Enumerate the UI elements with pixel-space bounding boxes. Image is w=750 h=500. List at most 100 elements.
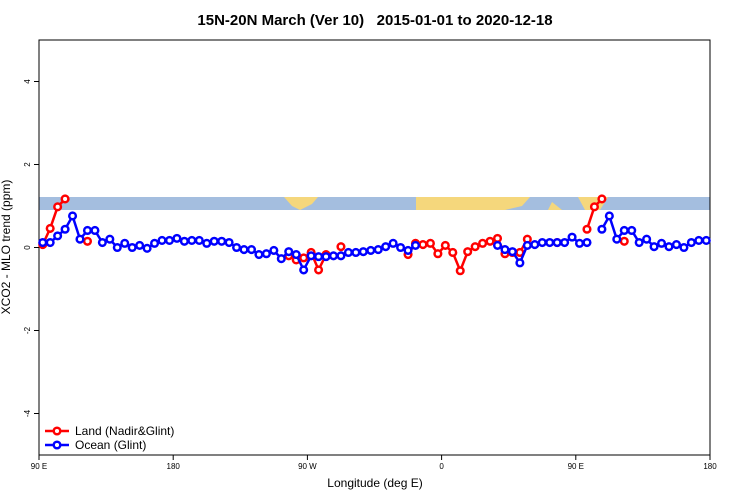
legend-label: Ocean (Glint) [75,438,146,452]
data-point [500,245,510,255]
data-point [366,245,376,255]
data-point [410,240,421,250]
data-point [388,238,398,248]
data-point [112,242,122,253]
data-point [328,251,339,261]
data-point [194,235,204,245]
data-point [537,237,547,248]
data-point [217,236,227,246]
data-point [164,235,175,245]
data-point [656,238,667,248]
x-tick-label: 90 E [568,462,584,471]
data-point [150,238,160,248]
data-point [343,247,353,258]
data-point [642,234,652,244]
data-point [291,250,301,260]
data-point [433,249,443,259]
data-point [306,251,316,261]
data-point [448,247,458,258]
data-point [463,247,473,257]
data-point [68,211,78,221]
data-point [314,265,324,275]
data-point [75,234,85,244]
data-point [545,237,555,248]
data-point [314,252,324,262]
data-point [299,265,309,275]
data-point [701,235,711,245]
x-tick-label: 180 [167,462,181,471]
data-point [522,240,532,250]
data-point [45,223,55,233]
data-point [507,247,517,257]
y-axis-label: XCO2 - MLO trend (ppm) [0,180,13,315]
data-point [612,234,622,244]
data-point [232,242,242,253]
data-point [671,240,682,250]
data-point [254,250,264,260]
data-point [90,225,100,236]
data-point [582,224,592,234]
land-patch [284,197,318,210]
x-tick-label: 180 [703,462,717,471]
data-point [649,242,659,252]
legend-marker [52,426,62,436]
x-tick-label: 0 [439,462,444,471]
data-point [276,254,286,264]
data-point [694,235,704,245]
data-point [45,237,55,248]
data-point [157,235,167,245]
series-line [41,198,67,246]
data-point [582,237,592,248]
data-point [515,258,525,268]
data-point [597,224,607,234]
data-point [619,225,629,236]
land-patch [416,197,530,210]
y-tick-label: 2 [23,162,32,167]
data-point [470,242,480,252]
data-point [418,240,428,250]
data-point [574,238,585,248]
data-point [38,237,48,248]
x-tick-label: 90 E [31,462,47,471]
data-point [261,249,271,259]
data-point [425,238,435,248]
data-point [284,247,294,257]
data-point [634,237,644,248]
data-point [224,237,234,248]
data-point [396,242,406,253]
y-tick-label: 4 [23,79,32,84]
data-point [351,247,361,258]
data-point [381,242,391,252]
data-point [552,237,562,248]
data-point [589,202,599,212]
chart-title: 15N-20N March (Ver 10) 2015-01-01 to 202… [197,12,552,29]
data-point [53,202,63,212]
data-point [597,194,607,204]
data-point [142,243,152,253]
data-point [239,245,249,255]
data-point [60,224,70,234]
land-patch [548,202,562,210]
data-point [53,231,63,241]
data-point [82,225,93,236]
data-point [403,245,413,255]
data-point [82,236,93,246]
data-point [246,245,257,255]
legend-marker [52,440,62,450]
ocean-strip [39,197,710,210]
legend-label: Land (Nadir&Glint) [75,424,174,438]
data-point [619,236,629,246]
data-point [455,266,465,276]
map-strip [39,197,710,210]
data-point [336,251,346,261]
x-tick-label: 90 W [298,462,317,471]
y-tick-label: -4 [23,409,32,417]
data-point [440,240,450,250]
data-point [127,242,137,253]
data-point [97,237,107,248]
data-point [627,225,637,236]
data-point [179,236,189,246]
data-point [679,242,689,253]
data-point [560,237,570,248]
